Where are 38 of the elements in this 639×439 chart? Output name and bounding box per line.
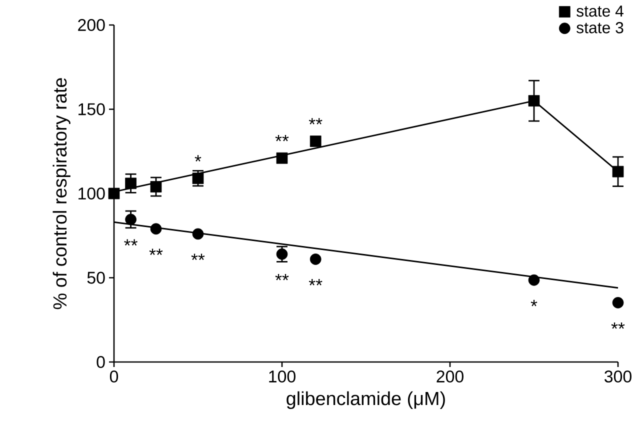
annotation: ** [275, 134, 289, 142]
annotation: * [530, 300, 538, 306]
annotation: ** [191, 254, 205, 260]
point [612, 166, 624, 178]
point [310, 136, 322, 147]
point [528, 95, 540, 106]
point [192, 228, 204, 240]
point [125, 178, 136, 190]
y-tick-label: 0 [96, 356, 105, 368]
point [276, 152, 288, 164]
legend-label: state 4 [576, 6, 624, 17]
x-tick-label: 0 [110, 370, 118, 382]
y-tick-label: 150 [78, 103, 105, 116]
point [310, 254, 322, 265]
legend-label: state 3 [576, 22, 624, 34]
point [276, 248, 288, 260]
annotation: ** [308, 118, 322, 124]
x-tick-label: 300 [604, 370, 632, 382]
point [125, 214, 136, 226]
y-tick-label: 100 [78, 188, 105, 200]
y-tick-label: 200 [78, 19, 105, 31]
y-axis-title: % of control respiratory rate [52, 78, 70, 310]
point [528, 274, 540, 286]
y-tick-label: 50 [87, 272, 105, 284]
annotation: ** [611, 322, 625, 329]
annotation: * [194, 155, 202, 162]
annotation: ** [275, 274, 289, 280]
x-axis-title: glibenclamide (μM) [286, 391, 445, 409]
point [192, 172, 204, 184]
point [108, 188, 120, 200]
x-tick-label: 100 [269, 370, 296, 382]
point [150, 181, 162, 192]
annotation: ** [149, 248, 163, 256]
x-tick-label: 200 [436, 370, 464, 382]
point [612, 297, 624, 308]
annotation: ** [308, 279, 322, 286]
annotation: ** [124, 239, 138, 246]
point [150, 223, 162, 235]
